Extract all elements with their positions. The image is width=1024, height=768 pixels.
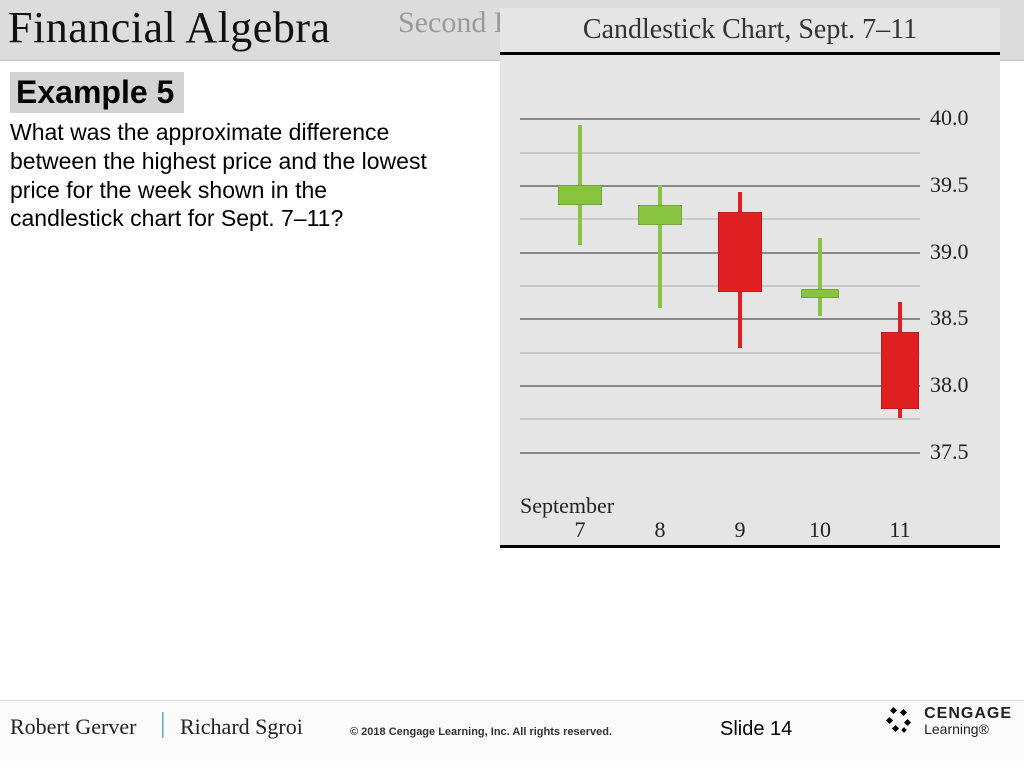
copyright-text: © 2018 Cengage Learning, Inc. All rights… <box>350 726 612 738</box>
chart-plot-area <box>520 85 920 485</box>
publisher-name-2: Learning® <box>924 722 1012 736</box>
publisher-name-1: CENGAGE <box>924 706 1012 722</box>
example-question: What was the approximate difference betw… <box>10 118 440 233</box>
x-axis-month-label: September <box>520 493 614 519</box>
x-axis-label: 11 <box>889 517 910 543</box>
gridline-major <box>520 452 920 454</box>
example-tag: Example 5 <box>10 72 184 113</box>
chart-title-bar: Candlestick Chart, Sept. 7–11 <box>500 8 1000 55</box>
chart-title: Candlestick Chart, Sept. 7–11 <box>583 14 917 45</box>
y-axis-label: 40.0 <box>930 105 969 131</box>
x-axis-label: 9 <box>735 517 746 543</box>
gridline-major <box>520 385 920 387</box>
y-axis-label: 37.5 <box>930 439 969 465</box>
author-separator: | <box>160 708 166 740</box>
candle-body <box>638 205 682 225</box>
slide-number: Slide 14 <box>720 718 792 741</box>
author-2: Richard Sgroi <box>180 714 303 740</box>
y-axis-label: 39.5 <box>930 172 969 198</box>
gridline-major <box>520 118 920 120</box>
gridline-minor <box>520 352 920 354</box>
y-axis-label: 39.0 <box>930 239 969 265</box>
x-axis-label: 10 <box>809 517 831 543</box>
x-axis-label: 8 <box>655 517 666 543</box>
candle-wick <box>658 185 662 308</box>
candle-body <box>558 185 602 205</box>
edition-label: Second E <box>398 6 512 40</box>
candle-body <box>718 212 762 292</box>
book-title: Financial Algebra <box>8 2 331 53</box>
chart-panel: September 37.5 38.0 38.5 39.0 39.5 40.0 7 8 9 10 1… <box>500 55 1000 548</box>
candle-body <box>881 332 919 409</box>
gridline-major <box>520 318 920 320</box>
candle-body <box>801 289 839 298</box>
publisher-logo: CENGAGE Learning® <box>885 706 1012 736</box>
y-axis-label: 38.0 <box>930 372 969 398</box>
author-1: Robert Gerver <box>10 714 136 740</box>
candle-wick <box>818 238 822 315</box>
x-axis-label: 7 <box>575 517 586 543</box>
y-axis-label: 38.5 <box>930 305 969 331</box>
cengage-icon <box>885 706 915 736</box>
gridline-minor <box>520 418 920 420</box>
